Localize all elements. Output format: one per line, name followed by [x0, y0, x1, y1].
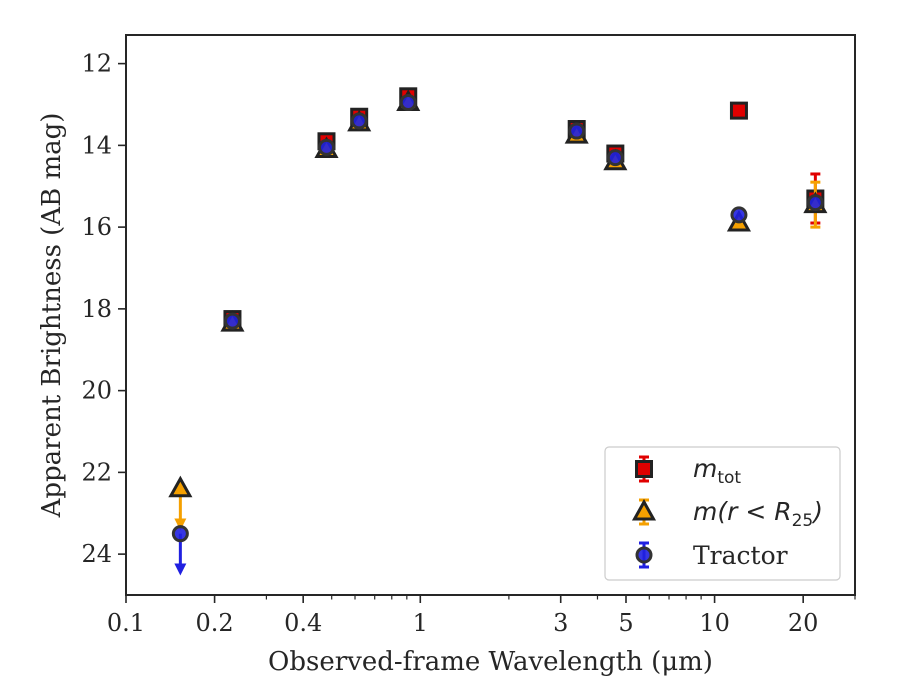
- data-point: [317, 138, 335, 156]
- data-point: [606, 149, 624, 167]
- x-tick-label: 0.2: [196, 609, 234, 637]
- y-tick-label: 14: [81, 131, 112, 159]
- data-point: [223, 312, 241, 330]
- legend-label: Tractor: [693, 541, 788, 570]
- legend-marker: [635, 460, 653, 478]
- legend-box: [604, 446, 841, 581]
- legend-marker: [635, 546, 653, 564]
- x-axis-label: Observed-frame Wavelength (μm): [268, 647, 713, 677]
- y-tick-label: 16: [81, 213, 112, 241]
- y-tick-label: 12: [81, 50, 112, 78]
- data-points: [168, 87, 828, 576]
- y-axis-label: Apparent Brightness (AB mag): [37, 113, 67, 519]
- data-point: [730, 206, 748, 224]
- y-tick-label: 24: [81, 540, 112, 568]
- plot-frame: [125, 34, 856, 596]
- data-point: [568, 122, 586, 140]
- data-point: [350, 112, 368, 130]
- series-0: [223, 87, 825, 329]
- y-tick-label: 18: [81, 295, 112, 323]
- x-tick-label: 5: [618, 609, 633, 637]
- y-tick-label: 20: [81, 377, 112, 405]
- series-2: [171, 93, 824, 576]
- y-tick-label: 22: [81, 458, 112, 486]
- x-tick-label: 10: [699, 609, 730, 637]
- data-point: [168, 475, 193, 498]
- x-tick-label: 0.4: [284, 609, 322, 637]
- data-point: [806, 194, 824, 212]
- data-point: [171, 525, 189, 543]
- legend-entry: Tractor: [635, 541, 788, 570]
- x-tick-label: 1: [413, 609, 428, 637]
- x-tick-label: 20: [788, 609, 819, 637]
- x-tick-label: 3: [553, 609, 568, 637]
- legend-marker: [631, 498, 657, 521]
- x-tick-label: 0.1: [107, 609, 145, 637]
- axis-ticks: 0.1 0.2 0.4 1 3 5 10 20 12 14 16 18 20 22 24: [81, 50, 856, 637]
- data-point: [399, 93, 417, 111]
- data-point: [729, 101, 748, 120]
